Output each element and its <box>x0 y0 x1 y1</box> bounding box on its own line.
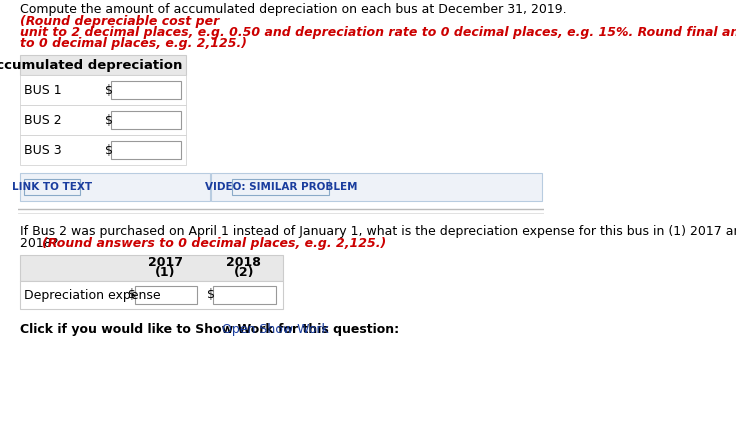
Text: LINK TO TEXT: LINK TO TEXT <box>12 182 92 192</box>
Text: (Round depreciable cost per: (Round depreciable cost per <box>21 15 219 28</box>
FancyBboxPatch shape <box>111 141 181 159</box>
FancyBboxPatch shape <box>21 281 283 309</box>
Text: $: $ <box>105 84 113 97</box>
Text: 2018: 2018 <box>227 256 261 269</box>
FancyBboxPatch shape <box>21 75 186 105</box>
Text: (Round answers to 0 decimal places, e.g. 2,125.): (Round answers to 0 decimal places, e.g.… <box>42 237 386 250</box>
Text: $: $ <box>128 288 136 301</box>
Text: BUS 3: BUS 3 <box>24 143 62 156</box>
FancyBboxPatch shape <box>21 135 186 165</box>
Text: unit to 2 decimal places, e.g. 0.50 and depreciation rate to 0 decimal places, e: unit to 2 decimal places, e.g. 0.50 and … <box>21 26 736 39</box>
Text: $: $ <box>207 288 215 301</box>
FancyBboxPatch shape <box>213 286 276 304</box>
FancyBboxPatch shape <box>111 111 181 129</box>
Text: BUS 2: BUS 2 <box>24 113 62 126</box>
Text: Accumulated depreciation: Accumulated depreciation <box>0 58 183 71</box>
Text: to 0 decimal places, e.g. 2,125.): to 0 decimal places, e.g. 2,125.) <box>21 37 247 50</box>
Text: (1): (1) <box>155 266 175 279</box>
FancyBboxPatch shape <box>24 179 79 195</box>
FancyBboxPatch shape <box>21 255 283 281</box>
Text: VIDEO: SIMILAR PROBLEM: VIDEO: SIMILAR PROBLEM <box>205 182 357 192</box>
Text: BUS 1: BUS 1 <box>24 84 62 97</box>
FancyBboxPatch shape <box>21 55 186 75</box>
Text: Compute the amount of accumulated depreciation on each bus at December 31, 2019.: Compute the amount of accumulated deprec… <box>21 3 571 16</box>
FancyBboxPatch shape <box>21 105 186 135</box>
FancyBboxPatch shape <box>21 173 210 201</box>
FancyBboxPatch shape <box>111 81 181 99</box>
Text: If Bus 2 was purchased on April 1 instead of January 1, what is the depreciation: If Bus 2 was purchased on April 1 instea… <box>21 225 736 238</box>
Text: Depreciation expense: Depreciation expense <box>24 288 160 301</box>
FancyBboxPatch shape <box>135 286 197 304</box>
Text: $: $ <box>105 113 113 126</box>
Text: 2017: 2017 <box>148 256 183 269</box>
Text: $: $ <box>105 143 113 156</box>
Text: Open Show Work: Open Show Work <box>222 323 329 336</box>
FancyBboxPatch shape <box>233 179 330 195</box>
Text: Click if you would like to Show Work for this question:: Click if you would like to Show Work for… <box>21 323 404 336</box>
Text: (2): (2) <box>233 266 254 279</box>
FancyBboxPatch shape <box>211 173 542 201</box>
Text: 2018?: 2018? <box>21 237 63 250</box>
